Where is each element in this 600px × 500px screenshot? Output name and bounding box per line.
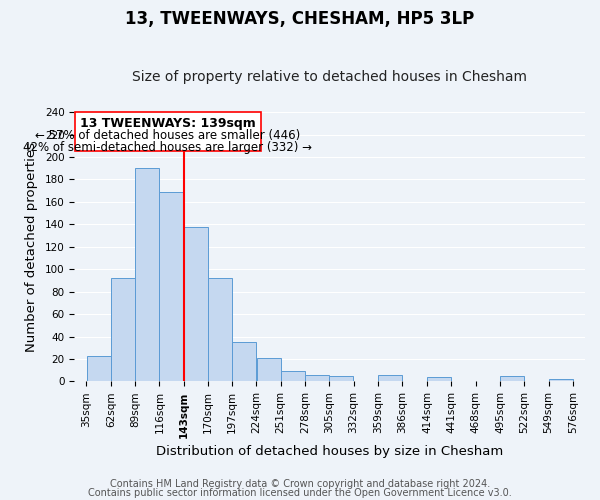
Text: ← 57% of detached houses are smaller (446): ← 57% of detached houses are smaller (44… [35, 129, 301, 142]
Bar [305, 374, 329, 382]
Bar [135, 168, 159, 382]
Bar [378, 374, 402, 382]
Bar [111, 278, 135, 382]
Bar [86, 356, 110, 382]
Text: 42% of semi-detached houses are larger (332) →: 42% of semi-detached houses are larger (… [23, 141, 313, 154]
Title: Size of property relative to detached houses in Chesham: Size of property relative to detached ho… [132, 70, 527, 85]
Bar [427, 377, 451, 382]
Text: Contains public sector information licensed under the Open Government Licence v3: Contains public sector information licen… [88, 488, 512, 498]
X-axis label: Distribution of detached houses by size in Chesham: Distribution of detached houses by size … [156, 444, 503, 458]
Bar [281, 372, 305, 382]
Text: 13 TWEENWAYS: 139sqm: 13 TWEENWAYS: 139sqm [80, 116, 256, 130]
Bar [549, 379, 573, 382]
Y-axis label: Number of detached properties: Number of detached properties [25, 142, 38, 352]
Bar [232, 342, 256, 382]
Bar [257, 358, 281, 382]
Bar [208, 278, 232, 382]
Bar [184, 226, 208, 382]
Bar [329, 376, 353, 382]
Bar [500, 376, 524, 382]
Text: Contains HM Land Registry data © Crown copyright and database right 2024.: Contains HM Land Registry data © Crown c… [110, 479, 490, 489]
Text: 13, TWEENWAYS, CHESHAM, HP5 3LP: 13, TWEENWAYS, CHESHAM, HP5 3LP [125, 10, 475, 28]
Bar [75, 112, 261, 152]
Bar [160, 192, 184, 382]
